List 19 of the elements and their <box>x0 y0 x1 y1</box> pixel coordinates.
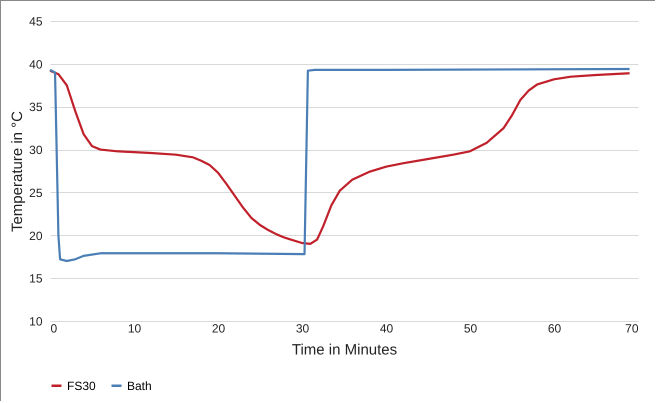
legend-label: Bath <box>127 378 152 393</box>
x-tick-label: 60 <box>548 322 562 336</box>
y-tick-label: 25 <box>29 186 43 200</box>
x-tick-label: 70 <box>625 322 639 336</box>
y-axis-title: Temperature in °C <box>9 110 26 232</box>
x-tick-label: 40 <box>380 322 394 336</box>
x-axis-title: Time in Minutes <box>292 342 398 358</box>
y-tick-label: 35 <box>29 100 43 114</box>
x-tick-label: 20 <box>212 322 226 336</box>
x-tick-label: 10 <box>128 322 142 336</box>
x-tick-label: 30 <box>296 322 310 336</box>
y-tick-label: 15 <box>29 272 43 286</box>
legend-label: FS30 <box>67 378 96 393</box>
y-tick-label: 45 <box>29 14 43 28</box>
y-tick-label: 40 <box>29 57 43 72</box>
y-tick-label: 20 <box>29 228 43 243</box>
x-tick-label: 50 <box>464 322 478 336</box>
x-tick-label: 0 <box>50 322 58 336</box>
y-tick-label: 30 <box>29 143 43 158</box>
